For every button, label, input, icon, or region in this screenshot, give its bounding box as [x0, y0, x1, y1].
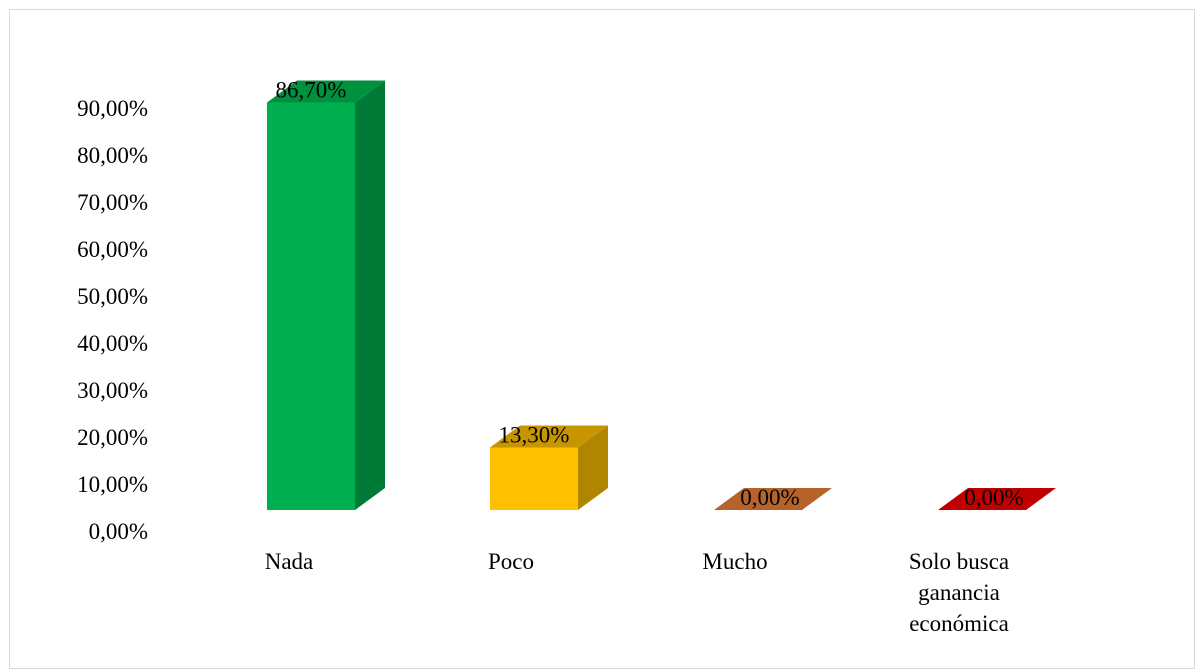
data-label: 0,00% — [740, 485, 799, 510]
bar-front — [267, 102, 355, 510]
category-label: Mucho — [702, 549, 767, 574]
data-label: 86,70% — [276, 78, 347, 103]
y-tick-label: 50,00% — [77, 284, 148, 309]
data-labels: 86,70% 13,30% 0,00% 0,00% — [276, 78, 1024, 510]
bar — [490, 425, 608, 510]
chart-frame — [9, 9, 1195, 669]
bar — [938, 488, 1056, 510]
y-tick-label: 70,00% — [77, 190, 148, 215]
x-axis: Nada Poco Mucho Solo busca ganancia económica — [265, 549, 1009, 636]
category-label: Solo busca ganancia económica — [909, 549, 1009, 636]
bar-top — [714, 488, 832, 510]
bar — [267, 80, 385, 510]
bar-top — [267, 80, 385, 103]
bar-top — [938, 488, 1056, 510]
category-label: Nada — [265, 549, 314, 574]
y-tick-label: 60,00% — [77, 237, 148, 262]
y-tick-label: 90,00% — [77, 96, 148, 121]
data-label: 13,30% — [499, 422, 570, 447]
y-tick-label: 10,00% — [77, 472, 148, 497]
bar-side — [355, 80, 385, 510]
y-tick-label: 40,00% — [77, 331, 148, 356]
bar-front — [490, 447, 578, 510]
bar-top — [490, 425, 608, 448]
y-tick-label: 80,00% — [77, 143, 148, 168]
y-axis: 0,00% 10,00% 20,00% 30,00% 40,00% 50,00% 60,00… — [77, 96, 148, 544]
y-tick-label: 30,00% — [77, 378, 148, 403]
bar — [714, 488, 832, 510]
bar-side — [578, 425, 608, 510]
y-tick-label: 20,00% — [77, 425, 148, 450]
bars — [267, 80, 1056, 510]
data-label: 0,00% — [964, 485, 1023, 510]
y-tick-label: 0,00% — [89, 519, 148, 544]
category-label: Poco — [488, 549, 534, 574]
